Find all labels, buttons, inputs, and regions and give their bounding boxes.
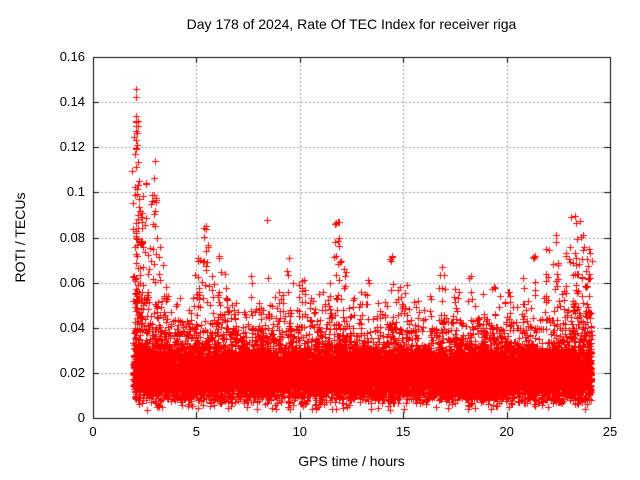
y-tick-label-0.08: 0.08	[59, 229, 85, 245]
y-tick-label-0.1: 0.1	[66, 184, 85, 200]
y-tick-label-0.12: 0.12	[59, 139, 85, 155]
x-tick-label-5: 5	[192, 424, 200, 439]
x-tick-label-0: 0	[89, 424, 97, 439]
y-tick-label-0.02: 0.02	[59, 364, 85, 380]
x-axis-label: GPS time / hours	[298, 453, 405, 469]
y-tick-label-0.16: 0.16	[59, 49, 85, 64]
x-tick-label-20: 20	[499, 424, 514, 439]
y-tick-label-0.06: 0.06	[59, 274, 85, 290]
y-tick-label-0.04: 0.04	[59, 319, 85, 335]
x-tick-label-10: 10	[292, 424, 308, 439]
chart-title: Day 178 of 2024, Rate Of TEC Index for r…	[186, 16, 517, 32]
x-tick-label-15: 15	[395, 424, 411, 439]
x-tick-label-25: 25	[602, 424, 618, 439]
y-tick-label-0.14: 0.14	[59, 94, 85, 110]
y-tick-label-0: 0	[77, 410, 85, 425]
